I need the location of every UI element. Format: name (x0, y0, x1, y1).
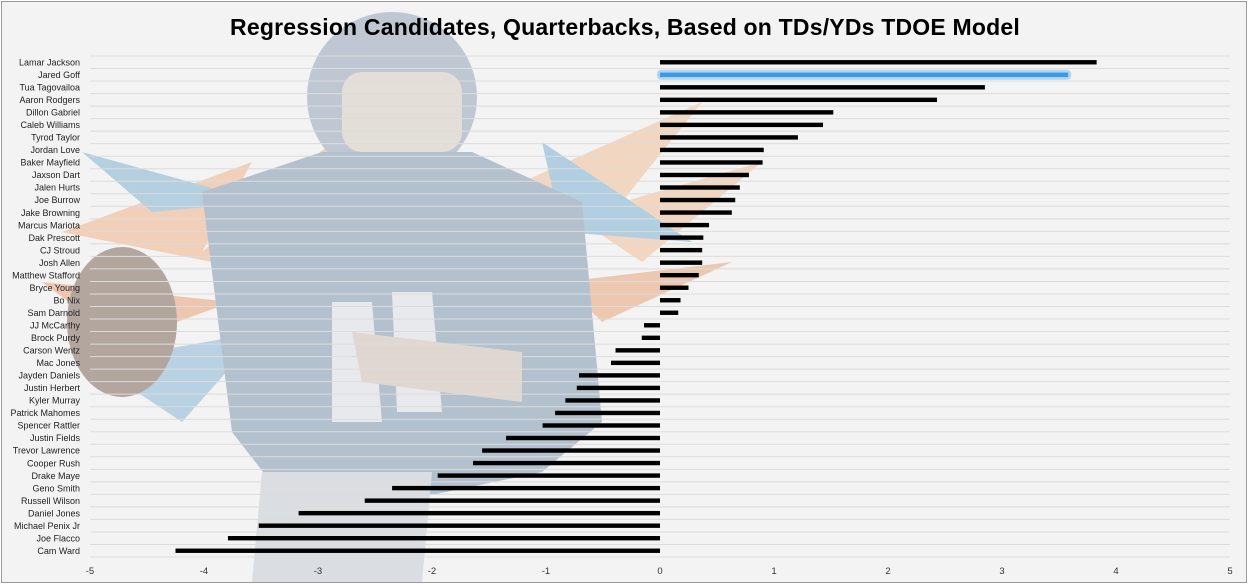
bar-daniel-jones (298, 510, 660, 516)
y-category-label: Mac Jones (36, 358, 80, 368)
bar-spencer-rattler (542, 423, 660, 428)
y-category-label: Jaxson Dart (32, 170, 81, 180)
y-category-label: Patrick Mahomes (10, 408, 80, 418)
bar-jj-mccarthy (644, 323, 660, 328)
bar-lamar-jackson (660, 60, 1097, 65)
bar-jake-browning (660, 210, 732, 215)
y-category-label: Trevor Lawrence (13, 446, 80, 456)
y-category-label: Michael Penix Jr (14, 521, 80, 531)
bar-dillon-gabriel (660, 110, 834, 115)
x-tick-label: -1 (542, 566, 550, 577)
x-tick-label: 0 (657, 566, 662, 577)
x-tick-label: 4 (1113, 566, 1118, 577)
y-category-label: Josh Allen (39, 258, 80, 268)
y-category-label: Geno Smith (32, 483, 80, 493)
y-category-label: Baker Mayfield (20, 158, 80, 168)
y-category-label: Jayden Daniels (18, 371, 80, 381)
y-category-label: Brock Purdy (31, 333, 81, 343)
bar-dak-prescott (660, 235, 704, 240)
bar-jordan-love (660, 147, 764, 153)
bar-justin-fields (506, 435, 660, 441)
y-category-label: Marcus Mariota (18, 220, 80, 230)
bar-brock-purdy (641, 335, 660, 341)
y-category-label: Kyler Murray (29, 396, 81, 406)
y-category-label: Joe Flacco (36, 533, 80, 543)
x-tick-label: 5 (1227, 566, 1232, 577)
bar-bryce-young (660, 285, 689, 290)
bar-patrick-mahomes (555, 410, 660, 416)
bar-jayden-daniels (579, 373, 660, 378)
bar-kyler-murray (565, 398, 660, 403)
y-category-label: Tua Tagovailoa (19, 83, 80, 93)
y-category-label: Tyrod Taylor (31, 133, 80, 143)
y-category-label: Daniel Jones (28, 508, 81, 518)
y-category-label: Jordan Love (30, 145, 80, 155)
bar-jaxson-dart (660, 172, 749, 178)
bar-drake-maye (437, 473, 660, 478)
x-tick-label: -3 (314, 566, 322, 577)
x-tick-label: 2 (885, 566, 890, 577)
bar-aaron-rodgers (660, 97, 938, 103)
x-tick-label: 3 (999, 566, 1004, 577)
bar-jared-goff (660, 72, 1069, 77)
bar-cj-stroud (660, 247, 703, 253)
bar-russell-wilson (364, 498, 660, 503)
y-category-label: Justin Fields (30, 433, 81, 443)
bar-cam-ward (175, 548, 660, 553)
bar-caleb-williams (660, 122, 824, 128)
y-category-label: Lamar Jackson (19, 57, 80, 67)
bar-geno-smith (392, 485, 660, 491)
bar-mac-jones (610, 360, 660, 366)
x-tick-label: -5 (86, 566, 94, 577)
y-category-label: Cooper Rush (27, 458, 80, 468)
y-category-label: Jake Browning (21, 208, 80, 218)
y-category-label: Matthew Stafford (12, 270, 80, 280)
y-category-label: Jared Goff (38, 70, 80, 80)
bar-sam-darnold (660, 310, 679, 315)
bar-joe-flacco (227, 536, 660, 541)
y-category-label: Jalen Hurts (34, 183, 80, 193)
bar-joe-burrow (660, 197, 736, 203)
bar-cooper-rush (473, 460, 660, 466)
y-category-label: Bryce Young (29, 283, 80, 293)
x-tick-label: -2 (428, 566, 436, 577)
y-category-label: Aaron Rodgers (19, 95, 80, 105)
bar-bo-nix (660, 298, 681, 303)
y-category-label: JJ McCarthy (30, 320, 81, 330)
y-category-label: Dak Prescott (28, 233, 80, 243)
y-category-label: Joe Burrow (34, 195, 80, 205)
y-category-label: Russell Wilson (21, 496, 80, 506)
y-category-label: Sam Darnold (27, 308, 80, 318)
y-category-label: Justin Herbert (24, 383, 81, 393)
bar-michael-penix-jr (258, 523, 660, 528)
x-tick-label: -4 (200, 566, 208, 577)
y-category-label: Spencer Rattler (17, 421, 80, 431)
y-category-label: Bo Nix (53, 295, 80, 305)
y-category-label: CJ Stroud (40, 245, 80, 255)
bar-josh-allen (660, 260, 703, 265)
bar-jalen-hurts (660, 185, 740, 190)
x-tick-label: 1 (771, 566, 776, 577)
y-category-label: Dillon Gabriel (26, 108, 80, 118)
bar-tyrod-taylor (660, 135, 798, 140)
bar-tua-tagovailoa (660, 85, 985, 90)
bar-trevor-lawrence (482, 448, 660, 453)
chart-title: Regression Candidates, Quarterbacks, Bas… (230, 14, 1020, 40)
y-category-label: Drake Maye (31, 471, 80, 481)
y-category-label: Carson Wentz (23, 346, 80, 356)
y-category-label: Cam Ward (37, 546, 80, 556)
bar-carson-wentz (615, 348, 660, 353)
bar-justin-herbert (576, 385, 660, 391)
y-category-label: Caleb Williams (20, 120, 80, 130)
bar-matthew-stafford (660, 272, 699, 278)
bar-marcus-mariota (660, 222, 710, 228)
bar-baker-mayfield (660, 160, 763, 165)
